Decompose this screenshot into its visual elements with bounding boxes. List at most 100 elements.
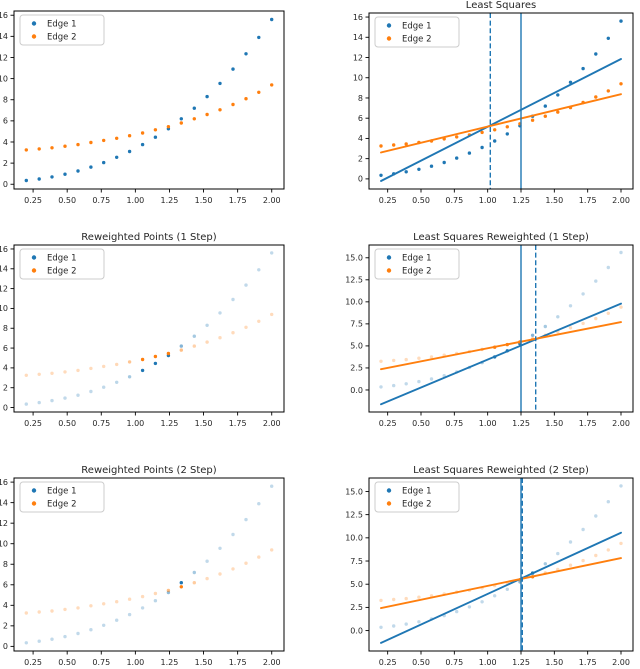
data-point xyxy=(218,108,222,112)
x-tick-label: 0.50 xyxy=(58,196,76,205)
data-point xyxy=(270,484,274,488)
y-tick-label: 6 xyxy=(358,114,363,123)
data-point xyxy=(24,641,28,645)
data-point xyxy=(115,136,119,140)
data-point xyxy=(102,138,106,143)
y-tick-label: 15.0 xyxy=(345,487,363,496)
fit-line-edge-2 xyxy=(380,93,622,154)
data-point xyxy=(89,389,93,394)
data-point xyxy=(455,609,459,614)
legend-label: Edge 1 xyxy=(402,22,432,32)
y-tick-label: 8 xyxy=(3,96,8,105)
data-point xyxy=(568,80,573,85)
x-tick-label: 0.25 xyxy=(24,658,42,667)
data-point xyxy=(153,135,158,139)
data-point xyxy=(594,52,598,56)
series-edge-1-points xyxy=(24,484,274,645)
data-point xyxy=(429,355,434,359)
y-tick-label: 10 xyxy=(353,74,363,83)
y-tick-label: 2 xyxy=(3,622,8,631)
data-point xyxy=(24,148,28,152)
legend-marker-icon xyxy=(31,255,37,260)
fit-line-edge-2 xyxy=(380,321,622,371)
data-point xyxy=(442,160,446,165)
legend-marker-icon xyxy=(386,268,392,273)
x-tick-label: 1.50 xyxy=(195,196,213,205)
x-tick-label: 1.25 xyxy=(512,196,530,205)
legend-box xyxy=(19,481,105,513)
y-tick-label: 0.0 xyxy=(350,626,363,635)
y-tick-label: 0 xyxy=(358,175,363,184)
y-tick-label: 0 xyxy=(3,403,8,412)
data-point xyxy=(379,173,383,177)
fit-line-edge-1 xyxy=(380,531,622,644)
y-axis: 0 2 4 6 8 10 12 14 16 xyxy=(0,245,14,412)
data-point xyxy=(166,125,171,129)
data-point xyxy=(205,576,209,581)
x-tick-label: 0.50 xyxy=(412,658,430,667)
x-tick-label: 0.75 xyxy=(92,658,110,667)
x-tick-label: 1.75 xyxy=(579,419,597,428)
y-tick-label: 12 xyxy=(0,284,8,293)
subplot-points-original: 0.25 0.50 0.75 1.00 1.25 1.50 1.75 2.00 0 2 4 6 8 10 1… xyxy=(0,10,285,205)
subplot-least-squares: 0.25 0.50 0.75 1.00 1.25 1.50 1.75 2.00 0 2 4 6 8 10 1… xyxy=(353,0,634,205)
data-point xyxy=(429,377,434,381)
legend-label: Edge 1 xyxy=(47,487,77,497)
x-tick-label: 0.75 xyxy=(445,196,463,205)
data-point xyxy=(37,400,41,405)
data-point xyxy=(179,348,183,352)
fit-line-edge-1 xyxy=(380,302,622,406)
data-point xyxy=(568,304,573,308)
data-point xyxy=(63,144,67,148)
data-point xyxy=(480,145,484,150)
series-edge-2-points xyxy=(24,83,274,152)
data-point xyxy=(581,527,585,532)
data-point xyxy=(140,594,145,599)
data-point xyxy=(205,323,209,327)
data-point xyxy=(179,117,183,121)
data-point xyxy=(392,383,396,388)
y-tick-label: 12 xyxy=(0,519,8,528)
y-tick-label: 16 xyxy=(353,13,363,22)
x-tick-label: 2.00 xyxy=(263,658,281,667)
data-point xyxy=(505,587,509,591)
data-point xyxy=(581,292,585,296)
legend: Edge 1 Edge 2 xyxy=(374,16,460,48)
y-axis: 0 2 4 6 8 10 12 14 16 xyxy=(353,13,369,184)
data-point xyxy=(244,517,248,522)
subplot-least-squares-reweighted-1-step: 0.25 0.50 0.75 1.00 1.25 1.50 1.75 2.00 0.0 2.5 5.… xyxy=(345,232,634,428)
legend-label: Edge 1 xyxy=(47,20,77,30)
legend-label: Edge 2 xyxy=(402,500,432,510)
x-tick-label: 0.50 xyxy=(58,658,76,667)
legend-marker-icon xyxy=(386,255,392,260)
x-tick-label: 1.75 xyxy=(229,419,247,428)
y-tick-label: 8 xyxy=(358,94,363,103)
data-point xyxy=(619,541,623,546)
x-tick-label: 0.50 xyxy=(412,196,430,205)
data-point xyxy=(127,375,132,379)
data-point xyxy=(89,165,93,169)
x-tick-label: 1.00 xyxy=(479,419,497,428)
data-point xyxy=(606,36,610,40)
y-tick-label: 12 xyxy=(0,53,8,62)
data-point xyxy=(127,612,132,617)
data-point xyxy=(63,172,67,176)
data-point xyxy=(493,139,497,143)
data-point xyxy=(543,562,547,566)
y-tick-label: 8 xyxy=(3,560,8,569)
data-point xyxy=(392,624,396,628)
data-point xyxy=(619,484,623,488)
data-point xyxy=(63,396,67,400)
series-edge-2-points xyxy=(24,312,274,377)
plot-title: Least Squares Reweighted (1 Step) xyxy=(413,232,589,243)
data-point xyxy=(455,156,459,160)
y-axis: 0.0 2.5 5.0 7.5 10.0 12.5 15.0 xyxy=(345,487,369,635)
y-tick-label: 4 xyxy=(3,364,8,373)
legend: Edge 1 Edge 2 xyxy=(19,14,105,46)
x-tick-label: 2.00 xyxy=(612,419,630,428)
data-point xyxy=(102,385,106,389)
data-point xyxy=(140,357,145,362)
x-tick-label: 1.00 xyxy=(126,196,144,205)
data-point xyxy=(257,319,261,323)
